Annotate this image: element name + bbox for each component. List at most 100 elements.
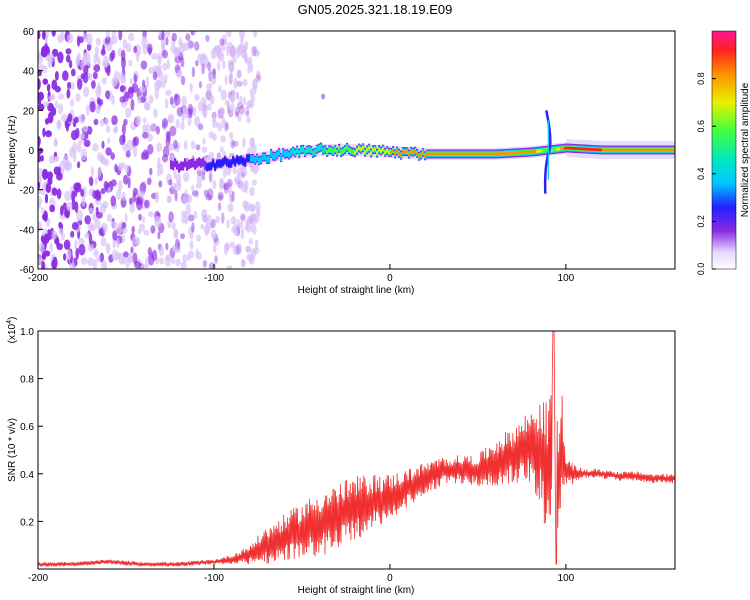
spectrogram-band-cell <box>568 146 571 150</box>
spectrogram-noise-cell <box>43 210 48 222</box>
spectrogram-band-cell <box>518 151 521 155</box>
spectrogram-noise-cell <box>187 115 192 127</box>
spectrogram-noise-cell <box>140 60 148 70</box>
spectrogram-noise-cell <box>209 95 215 105</box>
spectrogram-band-cell <box>208 165 211 169</box>
spectrogram-noise-cell <box>110 35 118 45</box>
spectrogram-noise-cell <box>191 222 195 233</box>
spectrogram-band-cell <box>308 148 311 151</box>
spectrogram-noise-cell <box>241 259 246 268</box>
spectrogram-band-cell <box>228 162 231 166</box>
spectrogram-band-cell <box>364 150 367 154</box>
spectrogram-noise-cell <box>239 96 243 103</box>
spectrogram-band-cell <box>478 152 481 156</box>
figure-title: GN05.2025.321.18.19.E09 <box>297 2 453 17</box>
spectrogram-noise-cell <box>38 31 41 39</box>
spectrogram-y-ticks: 60 40 20 0 -20 -40 -60 <box>20 27 43 276</box>
spectrogram-band-cell <box>492 152 495 156</box>
spectrogram-noise-cell <box>173 47 180 58</box>
spectrogram-band-cell <box>654 148 657 152</box>
spectrogram-noise-cell <box>145 76 150 89</box>
spectrogram-noise-cell <box>142 132 149 139</box>
spectrogram-noise-cell <box>213 243 217 254</box>
spectrogram-band-cell <box>324 148 327 151</box>
spectrogram-band-cell <box>236 157 239 161</box>
colorbar-ticks: 0.0 0.2 0.4 0.6 0.8 <box>696 72 716 275</box>
spectrogram-noise-cell <box>101 77 107 85</box>
spectrogram-noise-cell <box>90 166 95 177</box>
spectrogram-band-cell <box>642 148 645 152</box>
spectrogram-band-cell <box>284 152 287 156</box>
spectrogram-noise-cell <box>174 93 179 101</box>
spectrogram-band-cell <box>298 151 301 155</box>
spectrogram-noise-cell <box>219 146 224 153</box>
spectrogram-band-cell <box>586 147 589 151</box>
spectrogram-noise-cell <box>70 68 76 77</box>
spectrogram-noise-cell <box>57 166 61 177</box>
spectrogram-noise-cell <box>186 194 193 204</box>
spectrogram-noise-cell <box>194 41 200 51</box>
spectrogram-noise-cell <box>38 242 45 253</box>
spectrogram-noise-cell <box>143 229 150 236</box>
spectrogram-noise-cell <box>212 179 217 189</box>
spectrogram-noise-cell <box>135 50 140 63</box>
spectrogram-noise-cell <box>76 161 81 169</box>
spectrogram-noise-cell <box>158 180 163 188</box>
spectrogram-noise-cell <box>239 31 245 39</box>
spectrogram-noise-cell <box>166 132 172 143</box>
spectrogram-noise-cell <box>193 211 198 219</box>
spectrogram-band-cell <box>336 150 339 154</box>
spectrogram-band-cell <box>438 152 441 156</box>
spectrogram-noise-cell <box>192 190 198 197</box>
colorbar-tick-label: 0.2 <box>696 215 706 228</box>
spectrogram-noise-cell <box>46 171 54 181</box>
spectrogram-noise-cell <box>229 131 234 140</box>
spectrogram-noise-cell <box>243 96 247 106</box>
spectrogram-noise-cell <box>202 137 206 145</box>
spectrogram-noise-cell <box>238 43 245 56</box>
spectrogram-noise-cell <box>65 54 71 63</box>
spectrogram-noise-cell <box>239 221 244 229</box>
spectrogram-band-cell <box>570 146 573 150</box>
spectrogram-noise-cell <box>78 244 86 256</box>
spectrogram-noise-cell <box>120 227 128 234</box>
spectrogram-band-cell <box>646 148 649 152</box>
spectrogram-noise-cell <box>210 218 216 229</box>
spectrogram-noise-cell <box>217 194 224 201</box>
spectrogram-noise-cell <box>218 106 225 117</box>
spectrogram-noise-cell <box>133 73 138 84</box>
spectrogram-band-cell <box>204 164 207 167</box>
spectrogram-noise-cell <box>164 98 169 109</box>
spectrogram-noise-cell <box>145 123 151 135</box>
spectrogram-band-cell <box>592 148 595 151</box>
snr-y-ticks: 0.2 0.4 0.6 0.8 1.0 <box>20 327 43 528</box>
spectrogram-noise-cell <box>84 232 90 239</box>
spectrogram-band-cell <box>240 158 243 162</box>
spectrogram-band-cell <box>672 148 675 152</box>
spectrogram-band-cell <box>644 148 647 152</box>
spectrogram-noise-cell <box>68 59 73 69</box>
spectrogram-band-cell <box>408 152 411 156</box>
spectrogram-y-tick-label: 0 <box>28 146 34 157</box>
spectrogram-noise-cell <box>42 127 46 138</box>
snr-y-tick-label: 0.2 <box>20 517 34 528</box>
spectrogram-band-cell <box>596 148 599 152</box>
spectrogram-noise-cell <box>205 215 212 221</box>
spectrogram-noise-cell <box>38 103 45 111</box>
spectrogram-band-cell <box>656 148 659 152</box>
spectrogram-band-cell <box>374 148 377 151</box>
spectrogram-noise-layer <box>38 31 262 269</box>
spectrogram-noise-cell <box>123 118 128 126</box>
spectrogram-band-cell <box>448 152 451 156</box>
spectrogram-noise-cell <box>82 72 89 84</box>
spectrogram-band-cell <box>484 152 487 156</box>
spectrogram-noise-cell <box>92 190 97 199</box>
spectrogram-noise-cell <box>138 191 145 198</box>
spectrogram-noise-cell <box>91 80 96 89</box>
spectrogram-noise-cell <box>235 243 242 255</box>
spectrogram-noise-cell <box>202 260 207 268</box>
spectrogram-noise-cell <box>100 237 107 247</box>
spectrogram-noise-cell <box>75 93 81 102</box>
spectrogram-band-cell <box>620 148 623 152</box>
spectrogram-x-label: Height of straight line (km) <box>298 285 415 296</box>
